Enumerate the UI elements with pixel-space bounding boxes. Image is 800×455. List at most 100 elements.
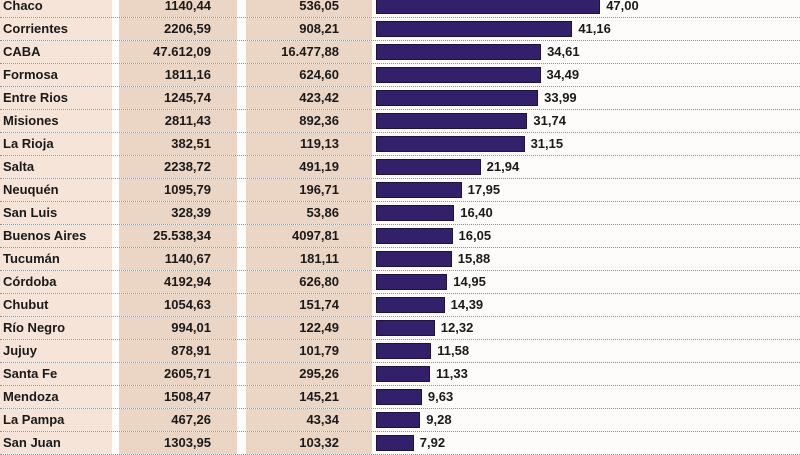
value-col1: 328,39 <box>119 202 237 224</box>
province-name: Buenos Aires <box>0 225 112 247</box>
value-col1: 467,26 <box>119 409 237 431</box>
bar-value-label: 12,32 <box>440 320 474 335</box>
table-row: Chaco 1140,44 536,05 47,00 <box>0 0 800 18</box>
value-col1: 1140,67 <box>119 248 237 270</box>
bar <box>376 228 453 244</box>
bar <box>376 320 435 336</box>
value-col2: 491,19 <box>246 156 372 178</box>
province-name: Jujuy <box>0 340 112 362</box>
table-row: CABA 47.612,09 16.477,88 34,61 <box>0 41 800 64</box>
province-name: Neuquén <box>0 179 112 201</box>
bar <box>376 366 431 382</box>
province-name: Chubut <box>0 294 112 316</box>
province-name: Chaco <box>0 0 112 17</box>
bar-value-label: 9,63 <box>427 389 454 404</box>
table-row: Corrientes 2206,59 908,21 41,16 <box>0 18 800 41</box>
bar <box>376 389 422 405</box>
province-name: La Rioja <box>0 133 112 155</box>
bar-value-label: 31,74 <box>533 113 566 128</box>
bar <box>376 67 541 83</box>
value-col2: 196,71 <box>246 179 372 201</box>
bar-value-label: 15,88 <box>457 251 491 266</box>
value-col2: 53,86 <box>246 202 372 224</box>
bar <box>376 274 448 290</box>
province-name: Misiones <box>0 110 112 132</box>
value-col1: 47.612,09 <box>119 41 237 63</box>
value-col1: 1140,44 <box>119 0 237 17</box>
bar-value-label: 11,58 <box>437 343 470 358</box>
value-col2: 181,11 <box>246 248 372 270</box>
table-row: Formosa 1811,16 624,60 34,49 <box>0 64 800 87</box>
value-col1: 2238,72 <box>119 156 237 178</box>
bar-value-label: 21,94 <box>486 159 520 174</box>
value-col1: 1245,74 <box>119 87 237 109</box>
bar-value-label: 14,39 <box>450 297 484 312</box>
province-name: Córdoba <box>0 271 112 293</box>
value-col1: 878,91 <box>119 340 237 362</box>
table-row: Chubut 1054,63 151,74 14,39 <box>0 294 800 317</box>
value-col1: 2206,59 <box>119 18 237 40</box>
table-row: Salta 2238,72 491,19 21,94 <box>0 156 800 179</box>
value-col1: 25.538,34 <box>119 225 237 247</box>
table-row: Córdoba 4192,94 626,80 14,95 <box>0 271 800 294</box>
province-name: Mendoza <box>0 386 112 408</box>
bar-value-label: 31,15 <box>530 136 564 151</box>
table-row: Neuquén 1095,79 196,71 17,95 <box>0 179 800 202</box>
bar <box>376 0 601 14</box>
bar <box>376 182 462 198</box>
bar <box>376 251 452 267</box>
value-col2: 536,05 <box>246 0 372 17</box>
value-col2: 43,34 <box>246 409 372 431</box>
bar <box>376 159 481 175</box>
province-name: La Pampa <box>0 409 112 431</box>
bar-value-label: 9,28 <box>426 412 452 427</box>
value-col2: 423,42 <box>246 87 372 109</box>
value-col2: 103,32 <box>246 432 372 454</box>
value-col1: 1303,95 <box>119 432 237 454</box>
bar <box>376 205 455 221</box>
bar <box>376 136 525 152</box>
bar-value-label: 33,99 <box>544 90 577 105</box>
province-name: Salta <box>0 156 112 178</box>
bar <box>376 297 445 313</box>
bar-value-label: 11,33 <box>436 366 468 381</box>
bar-value-label: 34,49 <box>546 67 580 82</box>
table-row: San Luis 328,39 53,86 16,40 <box>0 202 800 225</box>
value-col2: 119,13 <box>246 133 372 155</box>
province-name: CABA <box>0 41 112 63</box>
bar-value-label: 41,16 <box>578 21 611 36</box>
province-name: Santa Fe <box>0 363 112 385</box>
province-name: Corrientes <box>0 18 112 40</box>
table-row: San Juan 1303,95 103,32 7,92 <box>0 432 800 455</box>
value-col2: 151,74 <box>246 294 372 316</box>
value-col1: 2605,71 <box>119 363 237 385</box>
value-col2: 626,80 <box>246 271 372 293</box>
value-col2: 624,60 <box>246 64 372 86</box>
value-col2: 908,21 <box>246 18 372 40</box>
province-name: Formosa <box>0 64 112 86</box>
bar <box>376 44 542 60</box>
value-col2: 101,79 <box>246 340 372 362</box>
value-col2: 16.477,88 <box>246 41 372 63</box>
bar-value-label: 16,05 <box>458 228 492 243</box>
bar-value-label: 16,40 <box>460 205 493 220</box>
bar-value-label: 14,95 <box>453 274 486 289</box>
table-row: Buenos Aires 25.538,34 4097,81 16,05 <box>0 225 800 248</box>
table-row: Jujuy 878,91 101,79 11,58 <box>0 340 800 363</box>
bar <box>376 343 432 359</box>
bar-value-label: 34,61 <box>547 44 580 59</box>
table-row: Misiones 2811,43 892,36 31,74 <box>0 110 800 133</box>
table-row: Tucumán 1140,67 181,11 15,88 <box>0 248 800 271</box>
value-col1: 2811,43 <box>119 110 237 132</box>
province-name: Tucumán <box>0 248 112 270</box>
value-col1: 1508,47 <box>119 386 237 408</box>
value-col2: 295,26 <box>246 363 372 385</box>
province-name: San Luis <box>0 202 112 224</box>
bar-value-label: 47,00 <box>606 0 639 13</box>
table-row: Río Negro 994,01 122,49 12,32 <box>0 317 800 340</box>
value-col1: 1095,79 <box>119 179 237 201</box>
value-col2: 122,49 <box>246 317 372 339</box>
value-col1: 1811,16 <box>119 64 237 86</box>
value-col2: 4097,81 <box>246 225 372 247</box>
